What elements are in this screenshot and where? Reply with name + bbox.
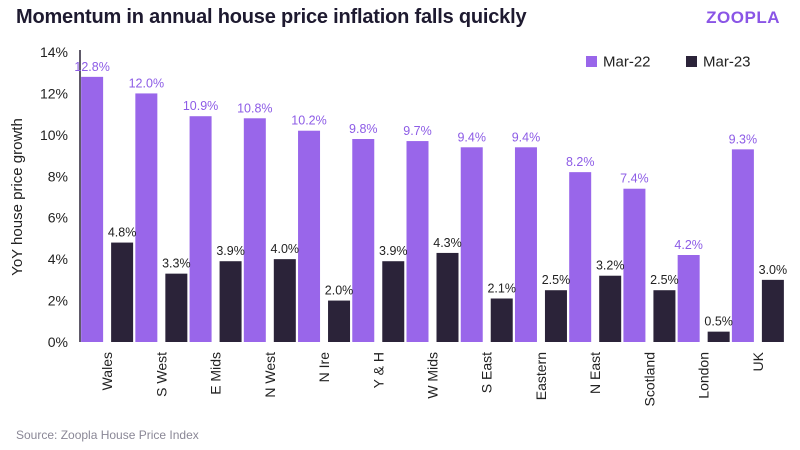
- data-label-mar-22-n-ire: 10.2%: [291, 114, 326, 128]
- bar-mar-22-n-ire: [298, 130, 321, 342]
- y-tick-label: 4%: [48, 251, 68, 267]
- data-label-mar-22-y-and-h: 9.8%: [349, 122, 378, 136]
- x-tick-label-scotland: Scotland: [641, 352, 657, 406]
- bar-mar-22-s-east: [460, 147, 483, 342]
- bar-mar-23-scotland: [653, 290, 676, 342]
- bar-mar-22-s-west: [135, 93, 158, 342]
- chart-title: Momentum in annual house price inflation…: [16, 6, 527, 28]
- bar-mar-22-y-and-h: [352, 139, 375, 342]
- data-label-mar-22-e-mids: 10.9%: [183, 99, 218, 113]
- legend-label-mar-23: Mar-23: [703, 54, 751, 71]
- data-label-mar-22-london: 4.2%: [674, 238, 703, 252]
- y-tick-label: 12%: [40, 85, 68, 101]
- bar-mar-22-w-mids: [406, 141, 429, 342]
- bar-mar-23-s-west: [165, 273, 188, 342]
- zoopla-logo: ZOOPLA: [706, 8, 780, 27]
- bar-mar-23-uk: [761, 279, 784, 342]
- bar-mar-23-london: [707, 331, 730, 342]
- bar-mar-22-london: [677, 255, 700, 342]
- bar-mar-22-wales: [81, 76, 104, 342]
- data-label-mar-23-n-ire: 2.0%: [325, 284, 354, 298]
- data-label-mar-22-wales: 12.8%: [74, 60, 109, 74]
- data-label-mar-23-eastern: 2.5%: [542, 273, 571, 287]
- y-tick-label: 8%: [48, 168, 68, 184]
- bar-mar-22-e-mids: [189, 116, 212, 342]
- data-label-mar-23-n-west: 4.0%: [271, 242, 300, 256]
- data-label-mar-22-n-west: 10.8%: [237, 101, 272, 115]
- bar-mar-23-e-mids: [219, 261, 242, 342]
- x-tick-label-e-mids: E Mids: [208, 352, 224, 395]
- bars: [81, 76, 784, 343]
- data-label-mar-22-s-east: 9.4%: [457, 130, 486, 144]
- data-label-mar-22-eastern: 9.4%: [512, 130, 541, 144]
- data-label-mar-23-w-mids: 4.3%: [433, 236, 462, 250]
- y-tick-label: 0%: [48, 334, 68, 350]
- y-axis: 0% 2% 4% 6% 8% 10% 12% 14% YoY house price growt…: [9, 44, 81, 350]
- x-tick-label-n-west: N West: [262, 352, 278, 398]
- bar-mar-23-eastern: [544, 290, 567, 342]
- legend-swatch-mar-23: [686, 56, 697, 67]
- data-label-mar-23-s-east: 2.1%: [487, 282, 516, 296]
- legend-swatch-mar-22: [586, 56, 597, 67]
- x-tick-label-s-west: S West: [153, 352, 169, 397]
- data-label-mar-22-s-west: 12.0%: [129, 76, 164, 90]
- x-tick-label-uk: UK: [750, 351, 766, 371]
- source-note: Source: Zoopla House Price Index: [16, 428, 199, 442]
- x-tick-label-london: London: [696, 352, 712, 399]
- y-axis-title: YoY house price growth: [9, 118, 26, 276]
- bar-mar-22-eastern: [514, 147, 537, 342]
- data-label-mar-23-y-and-h: 3.9%: [379, 244, 408, 258]
- data-label-mar-22-n-east: 8.2%: [566, 155, 595, 169]
- bar-mar-22-n-west: [243, 118, 266, 343]
- x-tick-label-y-and-h: Y & H: [370, 352, 386, 388]
- x-tick-label-eastern: Eastern: [533, 352, 549, 400]
- data-label-mar-23-scotland: 2.5%: [650, 273, 679, 287]
- bar-mar-23-s-east: [490, 298, 513, 342]
- data-label-mar-23-n-east: 3.2%: [596, 259, 625, 273]
- data-labels: 12.8% 4.8% 12.0% 3.3% 10.9% 3.9% 10.8% 4.0% 10.2…: [74, 60, 787, 329]
- bar-mar-23-y-and-h: [382, 261, 405, 342]
- x-axis: Wales S West E Mids N West N Ire Y & H W Mids S…: [99, 351, 766, 406]
- x-tick-label-wales: Wales: [99, 352, 115, 390]
- data-label-mar-23-uk: 3.0%: [759, 263, 788, 277]
- y-tick-label: 14%: [40, 44, 68, 60]
- x-tick-label-n-east: N East: [587, 352, 603, 394]
- bar-mar-22-scotland: [623, 188, 646, 342]
- y-tick-label: 10%: [40, 127, 68, 143]
- x-tick-label-n-ire: N Ire: [316, 352, 332, 383]
- y-tick-label: 6%: [48, 210, 68, 226]
- bar-mar-22-n-east: [569, 172, 592, 342]
- data-label-mar-23-e-mids: 3.9%: [216, 244, 245, 258]
- data-label-mar-22-uk: 9.3%: [729, 132, 758, 146]
- bar-mar-22-uk: [731, 149, 754, 342]
- data-label-mar-22-w-mids: 9.7%: [403, 124, 432, 138]
- y-tick-label: 2%: [48, 293, 68, 309]
- bar-mar-23-n-east: [599, 275, 622, 342]
- bar-mar-23-n-west: [273, 259, 296, 342]
- data-label-mar-23-s-west: 3.3%: [162, 257, 191, 271]
- data-label-mar-23-london: 0.5%: [704, 315, 733, 329]
- bar-mar-23-w-mids: [436, 252, 459, 342]
- bar-mar-23-wales: [111, 242, 134, 342]
- x-tick-label-s-east: S East: [479, 352, 495, 393]
- legend-label-mar-22: Mar-22: [603, 54, 651, 71]
- x-tick-label-w-mids: W Mids: [425, 352, 441, 399]
- bar-mar-23-n-ire: [328, 300, 351, 342]
- data-label-mar-23-wales: 4.8%: [108, 226, 137, 240]
- data-label-mar-22-scotland: 7.4%: [620, 172, 649, 186]
- legend: Mar-22 Mar-23: [586, 54, 751, 71]
